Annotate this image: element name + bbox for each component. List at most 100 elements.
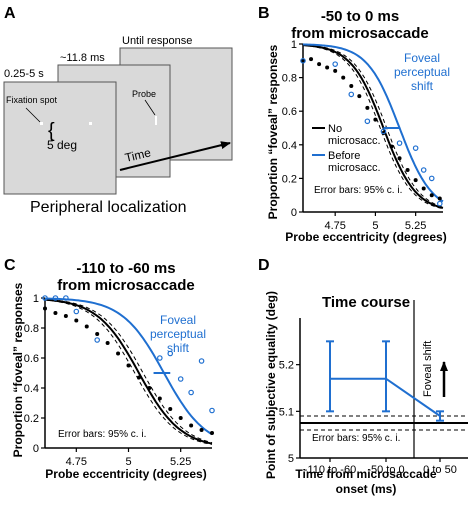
before-microsaccade-fit-curve: [302, 43, 444, 203]
no-microsaccade-point: [421, 186, 426, 191]
no-microsaccade-point: [63, 314, 68, 318]
no-microsaccade-fit-curve: [302, 44, 444, 209]
x-tick-label: -50 to 0: [367, 464, 404, 476]
no-microsaccade-point: [126, 363, 131, 368]
time-label: Time: [124, 145, 153, 165]
before-microsaccade-point: [436, 200, 443, 207]
x-tick-label: 0 to 50: [423, 464, 457, 476]
panel-d-xlabel: Time from microsaccade: [295, 467, 437, 481]
no-microsaccade-point: [405, 168, 410, 172]
no-microsaccade-point: [43, 306, 47, 311]
y-tick-label: 0.2: [282, 173, 297, 185]
y-tick-label: 0.8: [282, 73, 297, 85]
panel-c-plot: 0 0.2 0.4 0.6 0.8 1 4.75 5 5.25: [24, 293, 215, 468]
panel-b-xlabel: Probe eccentricity (degrees): [285, 230, 446, 244]
legend-no-microsaccade-label-2: microsacc.: [328, 135, 381, 147]
panel-c: C -110 to -60 ms from microsaccade Propo…: [4, 257, 215, 481]
panel-b-annotation-2: perceptual: [394, 65, 450, 79]
panel-b: B -50 to 0 ms from microsaccade Proporti…: [258, 5, 450, 244]
panel-d-title: Time course: [322, 294, 410, 311]
screen-duration-1: 0.25-5 s: [4, 68, 44, 80]
before-microsaccade-point: [348, 91, 355, 98]
screen-duration-2: ~11.8 ms: [60, 52, 105, 64]
no-microsaccade-point: [309, 57, 314, 62]
panel-c-subtitle: from microsaccade: [57, 277, 195, 294]
legend-before-microsaccade-label-1: Before: [328, 150, 360, 162]
fixation-pointer: [25, 107, 41, 123]
before-microsaccade-fit-curve: [44, 297, 213, 436]
no-microsaccade-point: [199, 428, 204, 432]
y-tick-label: 0.8: [24, 323, 39, 335]
no-microsaccade-point: [147, 386, 152, 390]
no-microsaccade-point: [365, 105, 370, 110]
y-tick-label: 0.4: [24, 383, 39, 395]
panel-b-letter: B: [258, 5, 270, 22]
no-microsaccade-point: [341, 75, 346, 80]
before-microsaccade-point: [209, 407, 215, 414]
no-microsaccade-point: [116, 351, 121, 356]
distance-label: 5 deg: [47, 138, 77, 152]
no-microsaccade-fit-curve: [44, 298, 213, 445]
no-microsaccade-point: [168, 407, 173, 411]
panel-d-footnote: Error bars: 95% c. i.: [312, 433, 400, 444]
no-microsaccade-point: [333, 68, 338, 73]
x-tick-label: 5.25: [170, 456, 191, 468]
no-microsaccade-point: [84, 324, 89, 329]
ci-upper-curve: [44, 298, 213, 444]
no-microsaccade-point: [157, 396, 162, 401]
panel-b-plot: 0 0.2 0.4 0.6 0.8 1 4.75 5 5.25: [282, 39, 444, 232]
x-tick-label: -110 to -60: [304, 464, 356, 476]
no-microsaccade-point: [178, 416, 183, 420]
x-tick-label: 4.75: [66, 456, 87, 468]
panel-d-plot: 5 5.1 5.2 -110 to -60 -50 to 0 0 to 50: [279, 300, 468, 476]
no-microsaccade-point: [413, 178, 418, 183]
before-microsaccade-point: [300, 57, 306, 64]
before-microsaccade-point: [380, 128, 387, 135]
panel-c-letter: C: [4, 257, 16, 274]
screen-duration-3: Until response: [122, 35, 192, 47]
no-microsaccade-point: [210, 431, 214, 435]
y-tick-label: 1: [33, 293, 39, 305]
no-microsaccade-point: [437, 196, 442, 201]
panel-a-letter: A: [4, 5, 16, 22]
before-microsaccade-point: [364, 118, 371, 125]
no-microsaccade-point: [189, 423, 194, 428]
no-microsaccade-point: [105, 341, 110, 345]
panel-c-xlabel: Probe eccentricity (degrees): [45, 467, 206, 481]
panel-b-annotation-3: shift: [411, 79, 434, 93]
no-microsaccade-point: [397, 156, 402, 161]
panel-c-ylabel: Proportion “foveal” responses: [11, 282, 25, 457]
no-microsaccade-point: [136, 375, 141, 380]
panel-a: A 0.25-5 s ~11.8 ms Until response Fixat…: [3, 5, 233, 216]
before-microsaccade-point: [157, 355, 163, 361]
probe-location-marker: [89, 122, 92, 125]
no-microsaccade-point: [325, 65, 330, 70]
before-microsaccade-point: [73, 308, 80, 315]
y-tick-label: 5.1: [279, 406, 294, 418]
ci-lower-curve: [44, 299, 213, 445]
panel-d-letter: D: [258, 257, 270, 274]
before-microsaccade-point: [428, 175, 435, 182]
fixation-label: Fixation spot: [6, 95, 58, 105]
panel-c-annotation-2: perceptual: [150, 327, 206, 341]
y-tick-label: 0: [291, 207, 297, 219]
no-microsaccade-point: [317, 62, 322, 67]
distance-brace: {: [48, 120, 55, 142]
panel-b-legend: No microsacc. Before microsacc.: [312, 123, 381, 174]
panel-d-xlabel-line2: onset (ms): [336, 482, 397, 496]
y-tick-label: 0.6: [24, 353, 39, 365]
legend-no-microsaccade-label-1: No: [328, 123, 342, 135]
no-microsaccade-point: [357, 94, 362, 99]
panel-b-subtitle: from microsaccade: [291, 25, 429, 42]
before-microsaccade-point: [167, 350, 174, 357]
probe-bar: [155, 116, 157, 125]
before-microsaccade-point: [177, 376, 184, 382]
panel-d-annotation: Foveal shift: [422, 341, 434, 397]
time-arrow: [119, 141, 231, 171]
y-tick-label: 0.2: [24, 413, 39, 425]
no-microsaccade-point: [349, 84, 354, 88]
x-tick-label: 5.25: [405, 220, 426, 232]
panel-a-caption: Peripheral localization: [30, 199, 187, 216]
before-microsaccade-point: [332, 61, 338, 67]
